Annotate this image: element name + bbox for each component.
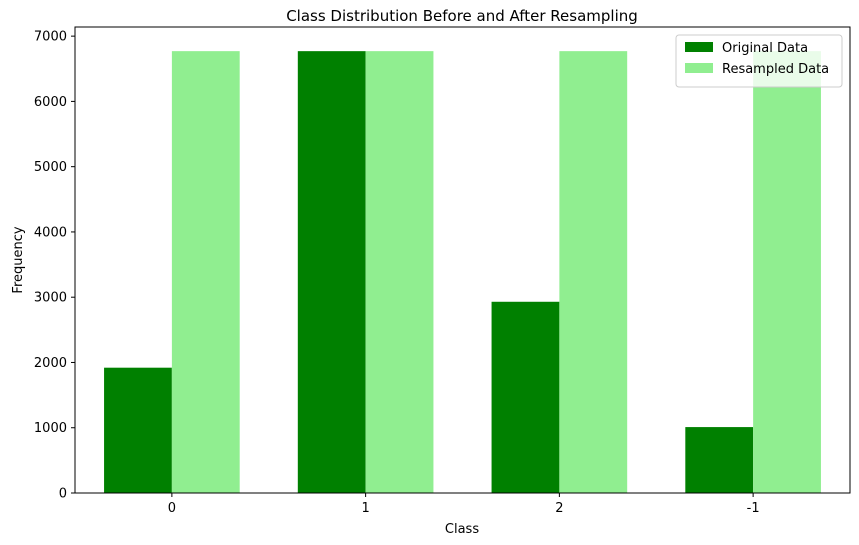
y-axis-ticks: 0 1000 2000 3000 4000 5000 6000 7000 bbox=[34, 30, 75, 502]
bar-resampled-class-0 bbox=[171, 51, 240, 494]
bars-layer bbox=[104, 51, 821, 494]
y-tick-label: 1000 bbox=[34, 421, 67, 436]
x-tick-label: 2 bbox=[555, 501, 563, 516]
bar-resampled-class--1 bbox=[753, 51, 821, 494]
y-axis-title: Frequency bbox=[11, 226, 26, 293]
legend-swatch-original bbox=[685, 42, 713, 52]
bar-original-class-2 bbox=[491, 301, 560, 493]
legend-swatch-resampled bbox=[685, 63, 713, 73]
y-tick-label: 0 bbox=[59, 487, 67, 502]
plot-frame bbox=[74, 26, 851, 494]
x-tick-label: -1 bbox=[747, 501, 760, 516]
x-axis-title: Class bbox=[445, 522, 479, 537]
x-tick-label: 0 bbox=[168, 501, 176, 516]
y-tick-label: 3000 bbox=[34, 291, 67, 306]
y-tick-label: 5000 bbox=[34, 160, 67, 175]
x-axis-ticks: 0 1 2 -1 bbox=[168, 493, 760, 516]
legend-label-original: Original Data bbox=[722, 41, 808, 56]
y-tick-label: 4000 bbox=[34, 225, 67, 240]
legend: Original Data Resampled Data bbox=[675, 34, 843, 88]
x-tick-label: 1 bbox=[361, 501, 369, 516]
y-tick-label: 6000 bbox=[34, 95, 67, 110]
bar-resampled-class-2 bbox=[559, 51, 628, 494]
bar-original-class-0 bbox=[104, 367, 172, 493]
chart-title: Class Distribution Before and After Resa… bbox=[286, 7, 638, 25]
y-tick-label: 2000 bbox=[34, 356, 67, 371]
legend-label-resampled: Resampled Data bbox=[722, 62, 829, 77]
y-tick-label: 7000 bbox=[34, 30, 67, 45]
legend-frame bbox=[675, 34, 843, 88]
bar-original-class--1 bbox=[685, 427, 754, 493]
bar-original-class-1 bbox=[297, 51, 366, 494]
bar-resampled-class-1 bbox=[365, 51, 434, 494]
